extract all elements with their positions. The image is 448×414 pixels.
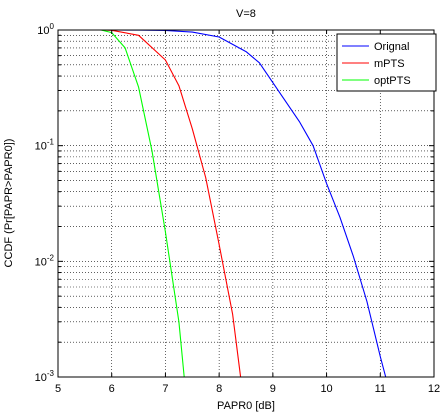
x-axis-label: PAPR0 [dB] [217, 400, 275, 412]
x-tick-label: 11 [375, 383, 386, 395]
legend-label-original: Orignal [374, 41, 409, 53]
legend-item-mpts: mPTS [342, 58, 405, 70]
y-axis-label: CCDF (Pr[PAPR>PAPR0]) [3, 139, 15, 268]
chart-title: V=8 [236, 8, 256, 20]
legend-item-optpts: optPTS [342, 75, 411, 87]
x-tick-label: 12 [428, 383, 440, 395]
y-tick-label: 100 [37, 22, 54, 37]
series-line-optpts [58, 29, 185, 378]
y-tick-label: 10-2 [35, 253, 55, 268]
x-tick-label: 6 [109, 383, 115, 395]
axes-box [57, 29, 435, 378]
y-tick-label: 10-3 [35, 369, 55, 384]
legend-label-mpts: mPTS [374, 58, 405, 70]
legend-item-original: Orignal [342, 41, 409, 53]
legend: Orignal mPTS optPTS [336, 33, 437, 92]
x-tick-label: 8 [216, 383, 222, 395]
y-tick-label: 10-1 [35, 138, 55, 153]
tick-labels: 5 6 7 8 9 10 11 12 100 10-1 10-2 10-3 [35, 22, 441, 395]
x-tick-label: 10 [320, 383, 332, 395]
legend-label-optpts: optPTS [374, 75, 411, 87]
x-tick-label: 7 [162, 383, 168, 395]
x-tick-label: 5 [55, 383, 61, 395]
x-tick-label: 9 [270, 383, 276, 395]
